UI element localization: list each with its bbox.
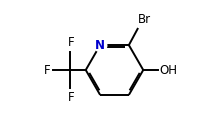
Text: N: N — [95, 39, 105, 52]
Text: F: F — [67, 91, 74, 104]
Text: F: F — [44, 64, 51, 76]
Text: Br: Br — [138, 13, 151, 26]
Text: OH: OH — [159, 64, 177, 76]
Text: F: F — [67, 36, 74, 49]
